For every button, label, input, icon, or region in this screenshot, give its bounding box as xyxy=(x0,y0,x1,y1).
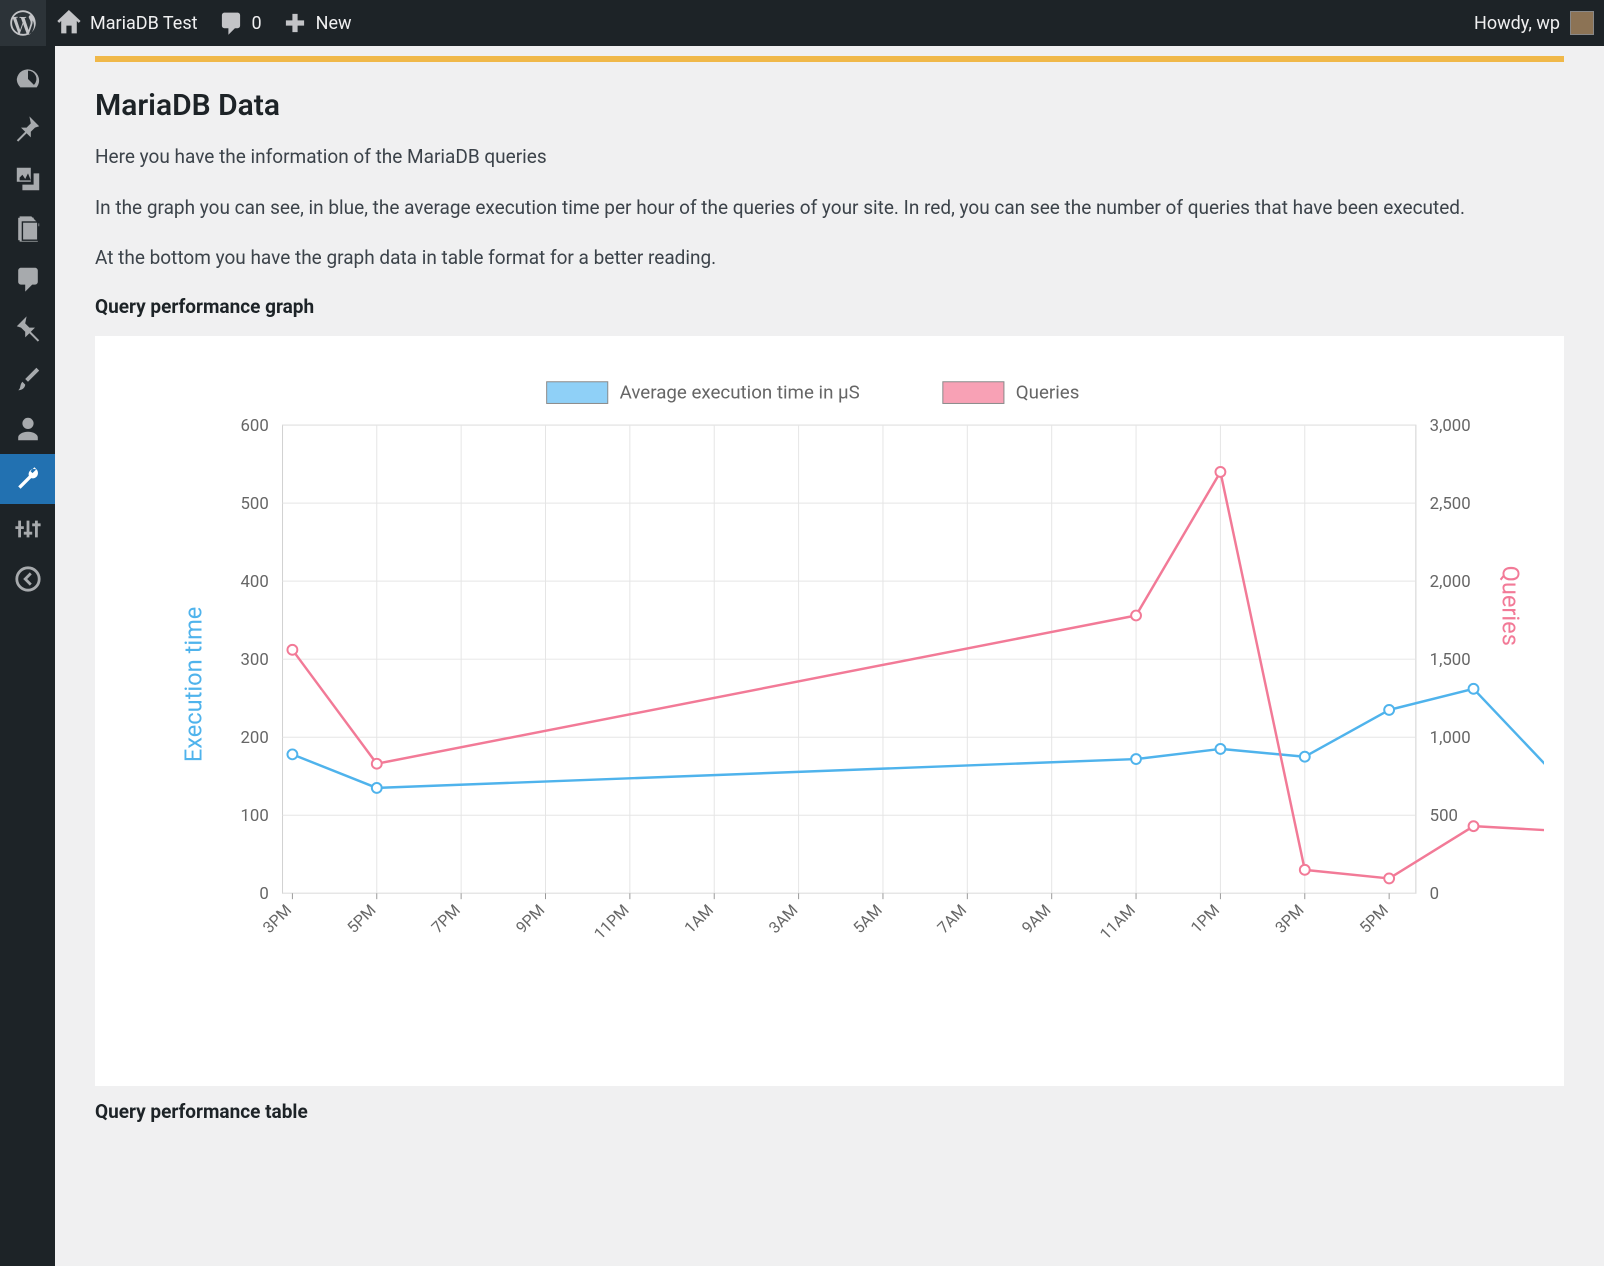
site-link[interactable]: MariaDB Test xyxy=(46,0,208,46)
intro-paragraph-2: In the graph you can see, in blue, the a… xyxy=(95,194,1564,223)
svg-text:3PM: 3PM xyxy=(1271,900,1307,936)
svg-text:Queries: Queries xyxy=(1016,381,1080,403)
account-menu[interactable]: Howdy, wp xyxy=(1456,0,1604,46)
pages-icon xyxy=(14,215,42,243)
section-table-title: Query performance table xyxy=(95,1100,1564,1123)
intro-paragraph-3: At the bottom you have the graph data in… xyxy=(95,244,1564,273)
svg-text:Execution time: Execution time xyxy=(180,606,208,762)
svg-text:1AM: 1AM xyxy=(680,900,717,937)
svg-text:11PM: 11PM xyxy=(590,900,633,943)
svg-text:0: 0 xyxy=(259,884,268,904)
sidebar-item-plugins[interactable] xyxy=(0,304,55,354)
pin-icon xyxy=(14,115,42,143)
sidebar-item-media[interactable] xyxy=(0,154,55,204)
svg-text:2,500: 2,500 xyxy=(1430,494,1471,514)
wrench-icon xyxy=(14,465,42,493)
wp-logo-menu[interactable] xyxy=(0,0,46,46)
section-graph-title: Query performance graph xyxy=(95,295,1564,318)
collapse-icon xyxy=(14,565,42,593)
avatar-icon xyxy=(1570,11,1594,35)
user-icon xyxy=(14,415,42,443)
svg-text:3,000: 3,000 xyxy=(1430,416,1471,436)
svg-text:600: 600 xyxy=(240,416,268,436)
new-content-link[interactable]: New xyxy=(272,0,362,46)
svg-text:Average execution time in μS: Average execution time in μS xyxy=(620,381,860,403)
update-nag-strip xyxy=(95,56,1564,62)
chart-container: Average execution time in μS Queries 0 100 2… xyxy=(95,336,1564,1086)
svg-text:9PM: 9PM xyxy=(512,900,548,936)
svg-text:100: 100 xyxy=(240,806,268,826)
svg-text:400: 400 xyxy=(240,572,268,592)
sidebar-item-appearance[interactable] xyxy=(0,354,55,404)
performance-chart: Average execution time in μS Queries 0 100 2… xyxy=(115,366,1544,1046)
intro-paragraph-1: Here you have the information of the Mar… xyxy=(95,143,1564,172)
svg-text:1,000: 1,000 xyxy=(1430,728,1471,748)
media-icon xyxy=(14,165,42,193)
svg-text:7PM: 7PM xyxy=(428,900,464,936)
sidebar-item-settings[interactable] xyxy=(0,504,55,554)
comments-link[interactable]: 0 xyxy=(208,0,272,46)
svg-text:5AM: 5AM xyxy=(849,900,886,937)
sidebar-item-pages[interactable] xyxy=(0,204,55,254)
home-icon xyxy=(56,10,82,36)
comments-icon xyxy=(14,265,42,293)
svg-text:5PM: 5PM xyxy=(1356,900,1392,936)
content-area: MariaDB Data Here you have the informati… xyxy=(55,0,1604,1181)
svg-text:11AM: 11AM xyxy=(1096,900,1139,943)
admin-toolbar: MariaDB Test 0 New Howdy, wp xyxy=(0,0,1604,46)
svg-text:1PM: 1PM xyxy=(1187,900,1223,936)
wordpress-logo-icon xyxy=(10,10,36,36)
site-title: MariaDB Test xyxy=(90,13,198,34)
svg-text:9AM: 9AM xyxy=(1018,900,1055,937)
sidebar-item-collapse[interactable] xyxy=(0,554,55,604)
svg-text:300: 300 xyxy=(240,650,268,670)
plus-icon xyxy=(282,10,308,36)
page-title: MariaDB Data xyxy=(95,88,1564,123)
admin-sidebar xyxy=(0,46,55,1266)
sidebar-item-users[interactable] xyxy=(0,404,55,454)
howdy-text: Howdy, wp xyxy=(1474,13,1560,34)
svg-text:1,500: 1,500 xyxy=(1430,650,1471,670)
svg-text:5PM: 5PM xyxy=(343,900,379,936)
sidebar-item-tools[interactable] xyxy=(0,454,55,504)
sliders-icon xyxy=(14,515,42,543)
svg-text:0: 0 xyxy=(1430,884,1439,904)
comments-count: 0 xyxy=(252,13,262,34)
svg-text:200: 200 xyxy=(240,728,268,748)
svg-text:3AM: 3AM xyxy=(765,900,802,937)
svg-text:3PM: 3PM xyxy=(259,900,295,936)
sidebar-item-dashboard[interactable] xyxy=(0,54,55,104)
dashboard-icon xyxy=(14,65,42,93)
comment-bubble-icon xyxy=(218,10,244,36)
svg-text:7AM: 7AM xyxy=(933,900,970,937)
svg-text:500: 500 xyxy=(240,494,268,514)
svg-text:2,000: 2,000 xyxy=(1430,572,1471,592)
sidebar-item-posts[interactable] xyxy=(0,104,55,154)
new-label: New xyxy=(316,13,352,34)
brush-icon xyxy=(14,365,42,393)
plug-icon xyxy=(14,315,42,343)
svg-text:500: 500 xyxy=(1430,806,1458,826)
sidebar-item-comments[interactable] xyxy=(0,254,55,304)
svg-text:Queries: Queries xyxy=(1497,565,1525,645)
